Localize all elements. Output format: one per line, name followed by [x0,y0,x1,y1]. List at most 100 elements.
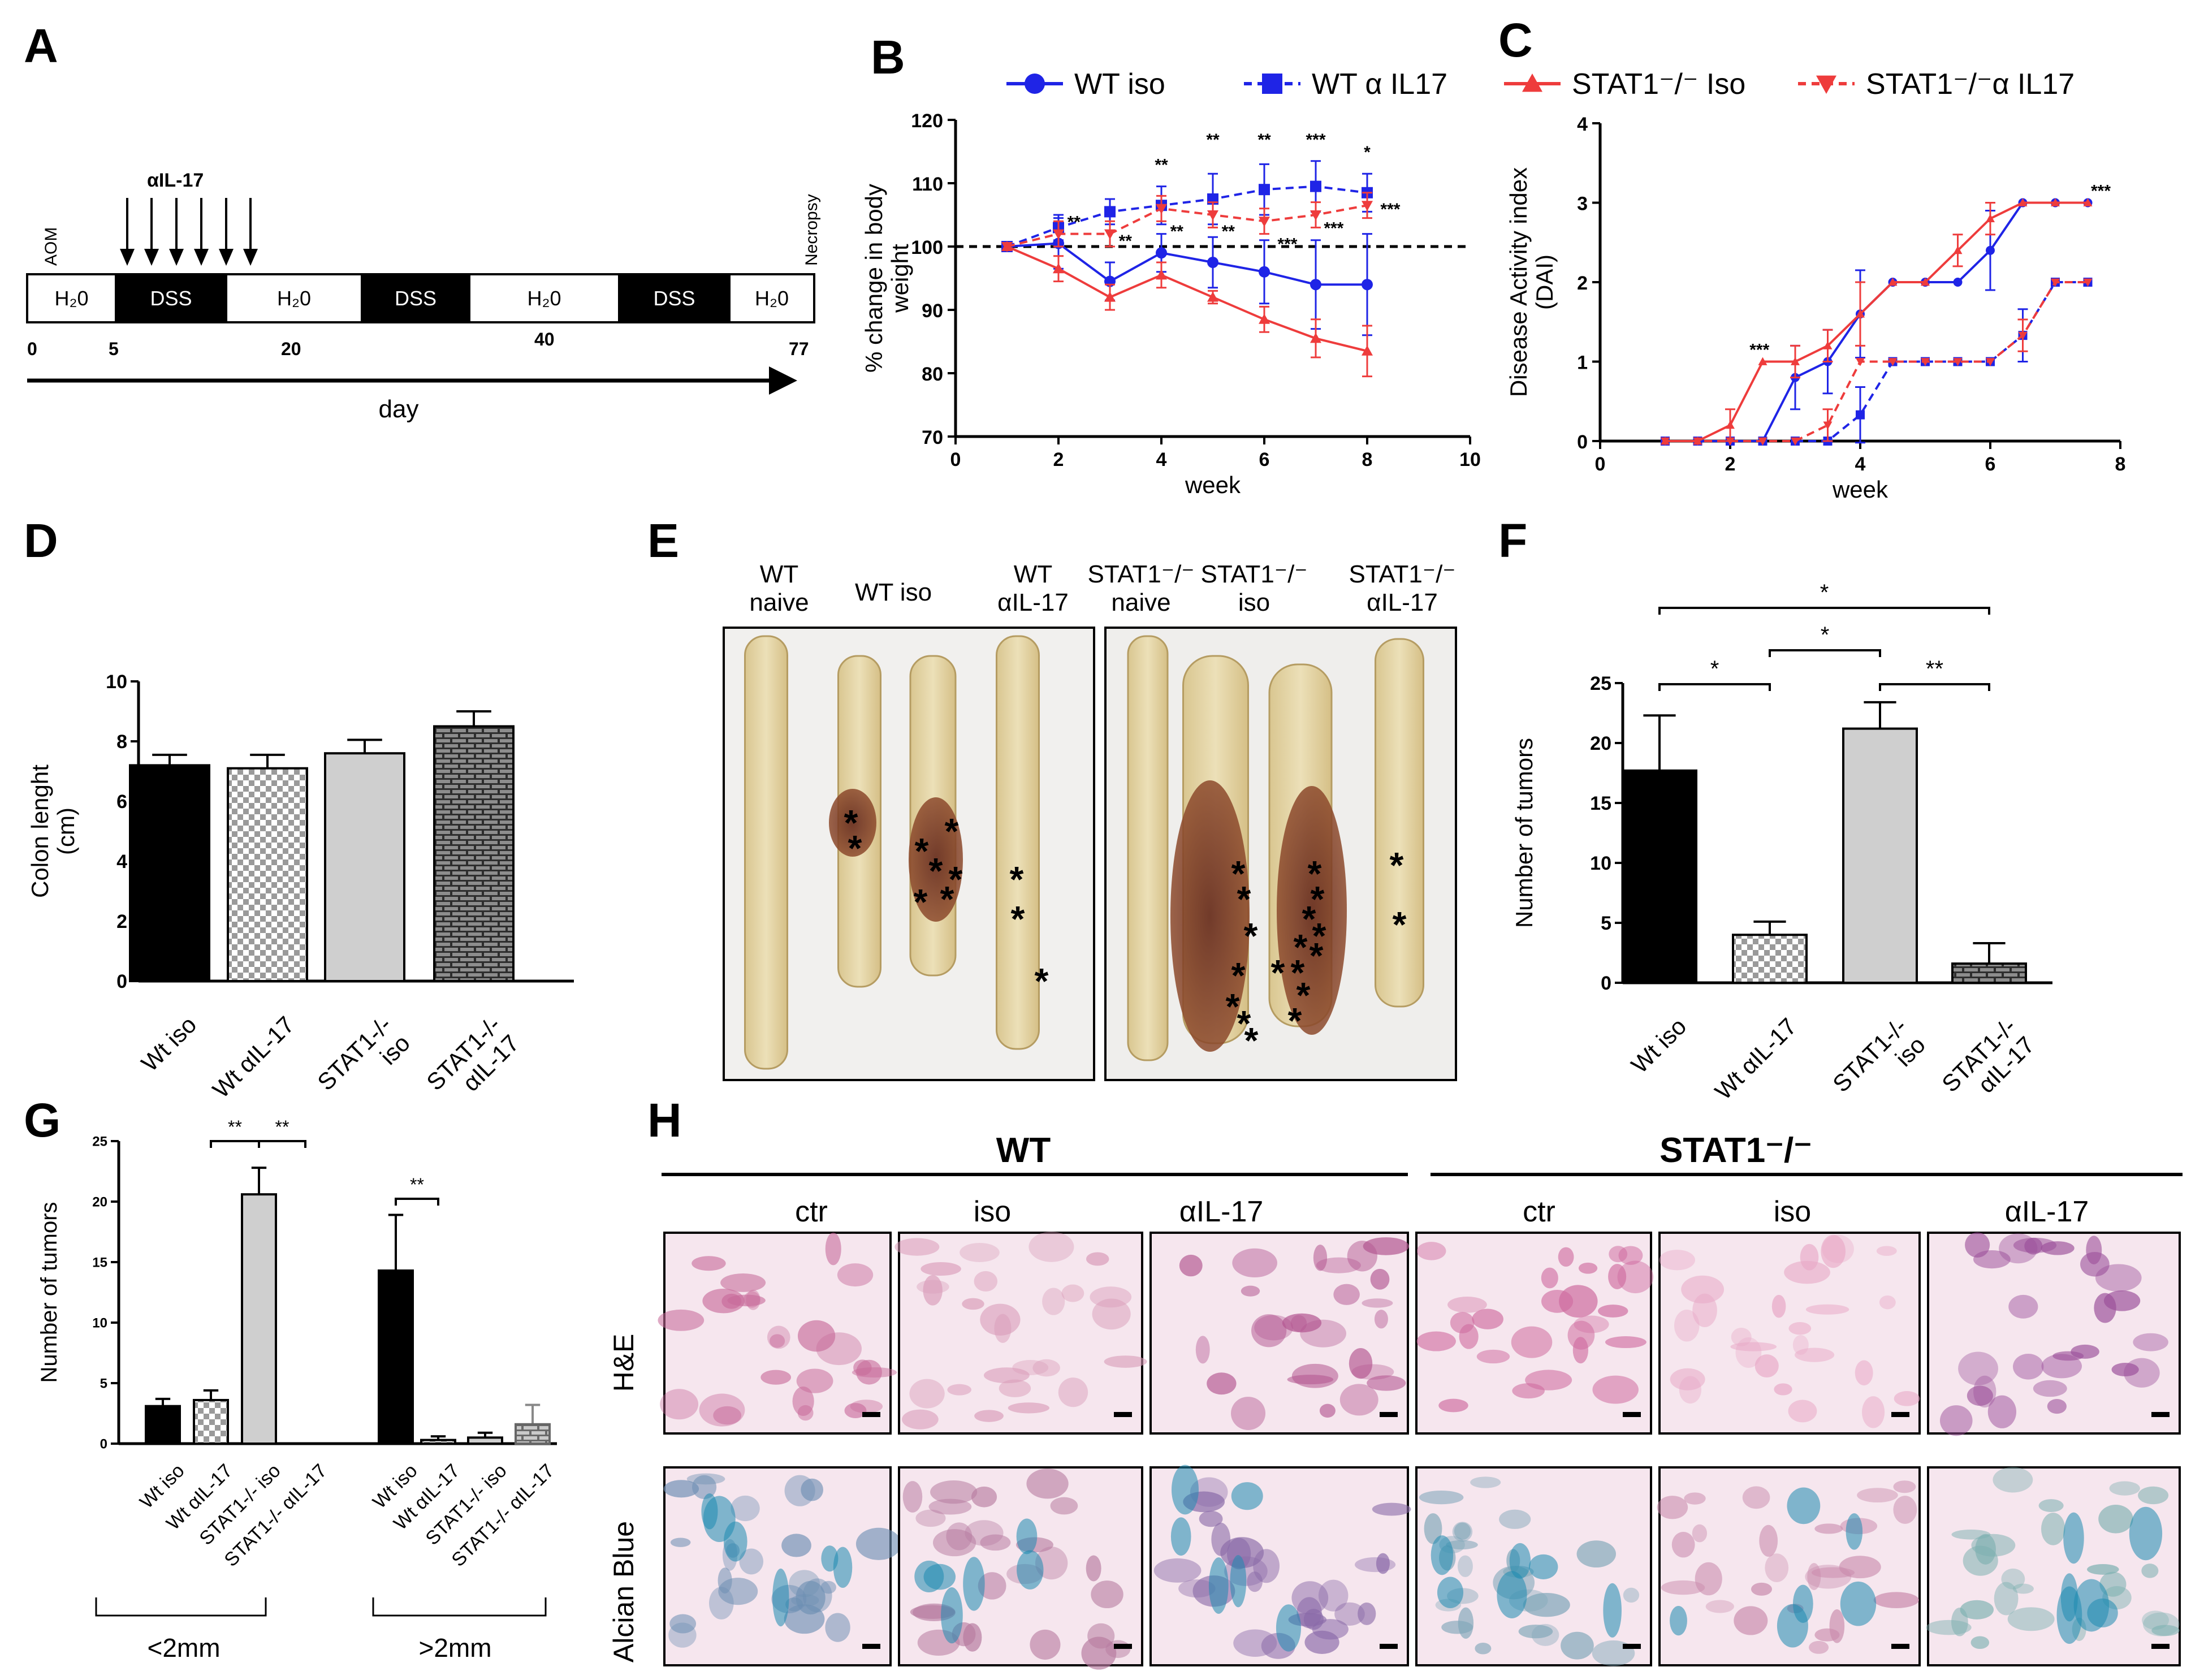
data-point [1791,437,1800,446]
y-tick-label: 4 [116,851,127,873]
significance-mark: ** [1926,657,1943,681]
tissue-texture [960,1242,1000,1262]
data-point [1207,257,1218,268]
bar-1 [227,767,308,982]
tissue-texture [2111,1363,2139,1377]
data-point [1156,247,1167,259]
tissue-texture [713,1406,742,1425]
category-label: STAT1-/-iso [312,1011,415,1114]
tissue-texture [971,1486,997,1508]
legend: WT iso WT α IL17 STAT1⁻/⁻ Iso STAT1⁻/⁻α IL1… [1006,68,2075,101]
colon-photos-panel: WT naive WT iso WT αIL-17 STAT1⁻/⁻ naive ST… [723,560,1457,1081]
tissue-texture [2138,1486,2169,1505]
bar-2 [241,1193,277,1445]
tissue-texture [2038,1499,2064,1513]
tissue-texture [1207,1372,1237,1395]
bar-1 [1732,934,1808,984]
injection-arrowhead [194,249,209,266]
scale-bar [1380,1412,1398,1417]
tissue-texture [820,1580,836,1594]
y-tick-label: 15 [1590,793,1611,814]
significance-bracket [258,1140,306,1148]
significance-bracket [1769,649,1881,657]
tissue-texture [1312,1619,1349,1640]
tissue-texture [1512,1383,1545,1399]
data-point [1362,201,1373,211]
tissue-texture [1459,1324,1479,1349]
group-bracket [372,1597,547,1617]
legend-label-stat_il17: STAT1⁻/⁻α IL17 [1866,68,2075,101]
histology-tiles [658,1232,2181,1670]
significance-mark: *** [1277,235,1297,254]
tissue-texture [1879,1295,1896,1310]
scale-bar [1380,1644,1398,1649]
significance-mark: *** [1324,219,1343,238]
tissue-texture [1893,1480,1916,1493]
tissue-texture [921,1262,961,1276]
row-label-he: H&E [608,1334,639,1392]
day-axis-label: day [379,395,419,423]
data-point [1001,242,1013,252]
tissue-texture [825,1613,850,1642]
x-tick-label: 0 [1595,454,1606,475]
dai-chart: 0 1 2 3 4 0 2 4 6 8 week Disease Activity index(DAI… [1505,114,2125,503]
tissue-texture [1232,1248,1277,1278]
tissue-texture [837,1263,874,1287]
tissue-texture [1994,1582,2019,1616]
data-point [1921,278,1930,286]
significance-mark: *** [1306,131,1325,149]
injection-arrowhead [243,249,258,266]
tissue-texture [1104,1355,1147,1368]
tissue-texture [1958,1351,1998,1385]
mucin-stain [1170,1517,1191,1556]
tissue-texture [660,1389,699,1420]
tissue-texture [1374,1310,1388,1329]
tissue-texture [1794,1348,1835,1362]
tumor-marker: * [1237,1003,1251,1044]
day-tick-40: 40 [534,329,555,349]
significance-mark: ** [1222,222,1235,241]
tissue-texture [974,1271,998,1292]
day-axis-arrowhead [769,366,797,395]
data-point [1104,291,1116,302]
tumor-marker: * [1294,927,1308,968]
row-label-alcian: Alcian Blue [608,1521,639,1662]
data-point [1207,291,1218,302]
mucin-stain [1528,1554,1558,1579]
bar-0 [1622,769,1697,984]
bar-2 [324,752,405,982]
mucin-stain [1603,1583,1622,1638]
bar-1 [193,1398,229,1445]
tissue-texture [2071,1344,2099,1359]
tumor-marker: * [1231,955,1246,996]
significance-bracket [1658,607,1990,615]
panel-letter-f: F [1498,514,1527,567]
tissue-texture [1091,1580,1123,1609]
data-point [1888,278,1898,286]
tissue-texture [2013,1353,2044,1380]
colon-specimens [744,635,1424,1070]
timeline-bar: H₂0 DSS H₂0 DSS H₂0 DSS H₂0 [26,273,815,323]
y-tick-label: 25 [92,1134,107,1150]
data-point [1259,184,1270,196]
tissue-texture [2141,1564,2159,1578]
label-stat-naive: STAT1⁻/⁻ naive [1087,560,1194,616]
day-tick-5: 5 [109,339,119,359]
day-tick-20: 20 [281,339,301,359]
tissue-texture [739,1548,764,1575]
significance-bracket [395,1198,439,1206]
category-label: Wt αIL-17 [208,1011,300,1103]
x-tick-label: 4 [1156,449,1167,470]
data-point [1259,266,1270,278]
legend-marker-stat_il17 [1816,75,1836,94]
significance-mark: ** [1068,213,1081,231]
timeline-segment-label: DSS [653,287,695,310]
data-point [1310,180,1321,192]
tumor-marker: * [945,811,959,852]
tissue-texture [1821,1234,1846,1268]
y-tick-label: 0 [116,971,127,992]
tissue-texture [1598,1305,1628,1318]
tissue-texture [844,1403,867,1419]
tissue-texture [1090,1286,1132,1308]
